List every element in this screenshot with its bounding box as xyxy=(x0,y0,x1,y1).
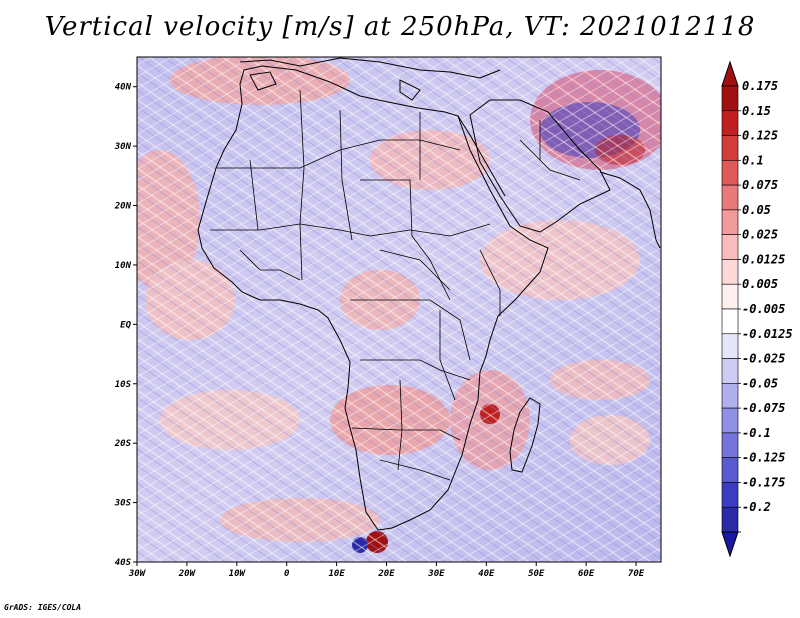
colorbar-swatch xyxy=(721,184,739,211)
colorbar-swatch xyxy=(721,358,739,384)
colorbar-swatch xyxy=(721,383,739,409)
colorbar-swatch xyxy=(721,432,739,458)
latitude-axis: 40N 30N 20N 10N EQ 10S 20S 30S 40S xyxy=(114,83,137,568)
coastlines xyxy=(197,57,661,531)
lon-tick-label: 30W xyxy=(128,569,147,579)
colorbar-label: -0.2 xyxy=(742,500,771,514)
colorbar-swatch xyxy=(721,308,739,335)
colorbar-label: -0.1 xyxy=(742,426,771,440)
lon-tick-label: 40E xyxy=(478,569,495,579)
lon-tick-label: 20W xyxy=(178,569,197,579)
lat-tick-label: 20S xyxy=(114,439,132,449)
lat-tick-label: 40S xyxy=(115,558,132,568)
colorbar-label: -0.05 xyxy=(742,376,778,390)
lat-tick-label: 10N xyxy=(115,261,132,271)
lon-tick-label: 0 xyxy=(284,569,290,579)
colorbar-swatch xyxy=(721,110,739,136)
lon-tick-label: 20E xyxy=(377,569,395,579)
lat-tick-label: EQ xyxy=(120,320,131,330)
colorbar-label: 0.1 xyxy=(742,153,764,167)
colorbar-max-arrow xyxy=(721,60,739,87)
colorbar-swatch xyxy=(721,209,739,235)
colorbar-label: 0.175 xyxy=(742,79,778,93)
colorbar-swatch xyxy=(721,259,739,285)
arabia-coastline xyxy=(469,99,611,233)
colorbar-swatch xyxy=(721,283,739,310)
colorbar-label: 0.025 xyxy=(742,228,778,242)
colorbar-label: -0.075 xyxy=(742,401,785,415)
colorbar-label: -0.005 xyxy=(742,302,785,316)
colorbar: 0.175 0.15 0.125 0.1 0.075 0.05 0.025 0.0125 0.0… xyxy=(721,60,793,558)
colorbar-label: -0.125 xyxy=(742,451,785,465)
colorbar-swatch xyxy=(721,457,739,483)
lon-tick-label: 10E xyxy=(328,569,345,579)
colorbar-swatch xyxy=(721,85,739,112)
africa-coastline xyxy=(197,65,549,531)
colorbar-swatch xyxy=(721,482,739,508)
colorbar-label: 0.15 xyxy=(742,104,771,118)
map-panel xyxy=(137,57,661,562)
colorbar-label: 0.125 xyxy=(742,129,778,143)
lon-tick-label: 10W xyxy=(229,569,247,579)
colorbar-label: -0.175 xyxy=(742,475,785,489)
lat-tick-label: 30N xyxy=(114,142,132,152)
lat-tick-label: 40N xyxy=(115,83,132,93)
colorbar-label: -0.0125 xyxy=(742,327,793,341)
lon-tick-label: 50E xyxy=(528,569,545,579)
lon-tick-label: 60E xyxy=(578,569,595,579)
colorbar-swatch xyxy=(721,407,739,434)
colorbar-swatch xyxy=(721,160,739,186)
colorbar-swatch xyxy=(721,506,739,533)
red-sea xyxy=(457,115,506,197)
colorbar-swatch xyxy=(721,333,739,359)
colorbar-label: 0.005 xyxy=(742,277,778,291)
colorbar-label: 0.05 xyxy=(742,203,771,217)
lat-tick-label: 30S xyxy=(114,499,132,509)
colorbar-label: -0.025 xyxy=(742,352,785,366)
colorbar-swatch xyxy=(721,234,739,260)
country-borders xyxy=(210,89,581,481)
colorbar-swatch xyxy=(721,135,739,161)
longitude-axis: 30W 20W 10W 0 10E 20E 30E 40E 50E 60E 70E xyxy=(128,562,645,579)
colorbar-label: 0.075 xyxy=(742,178,778,192)
map-frame xyxy=(136,56,662,563)
lon-tick-label: 30E xyxy=(427,569,445,579)
lat-tick-label: 10S xyxy=(115,380,132,390)
madagascar-coastline xyxy=(509,397,541,473)
india-coastline xyxy=(599,171,661,249)
colorbar-min-arrow xyxy=(721,531,739,558)
grads-credit: GrADS: IGES/COLA xyxy=(4,603,82,612)
lon-tick-label: 70E xyxy=(628,569,645,579)
colorbar-label: 0.0125 xyxy=(742,252,785,266)
plot-title: Vertical velocity [m/s] at 250hPa, VT: 2… xyxy=(44,12,756,42)
lat-tick-label: 20N xyxy=(114,202,132,212)
europe-coastline xyxy=(239,57,501,79)
